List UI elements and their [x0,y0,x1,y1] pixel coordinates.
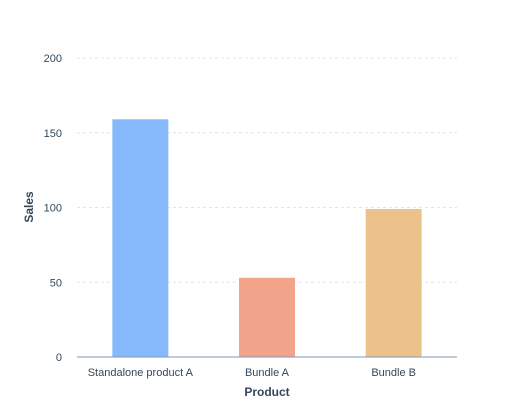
bar [112,119,169,357]
x-tick-labels: Standalone product A Bundle A Bundle B [88,367,416,379]
bar-layer [112,119,422,357]
y-axis-title: Sales [22,191,36,223]
y-tick-label: 50 [50,277,62,289]
x-tick-label: Bundle B [371,367,416,379]
bar [365,208,422,357]
y-tick-label: 200 [44,53,62,65]
x-tick-label: Standalone product A [88,367,194,379]
y-tick-label: 100 [44,203,62,215]
y-tick-labels: 0 50 100 150 200 [44,53,62,364]
y-tick-label: 0 [56,352,62,364]
bar [239,277,295,357]
x-axis-title: Product [244,385,289,399]
x-tick-label: Bundle A [245,367,290,379]
y-tick-label: 150 [44,128,62,140]
